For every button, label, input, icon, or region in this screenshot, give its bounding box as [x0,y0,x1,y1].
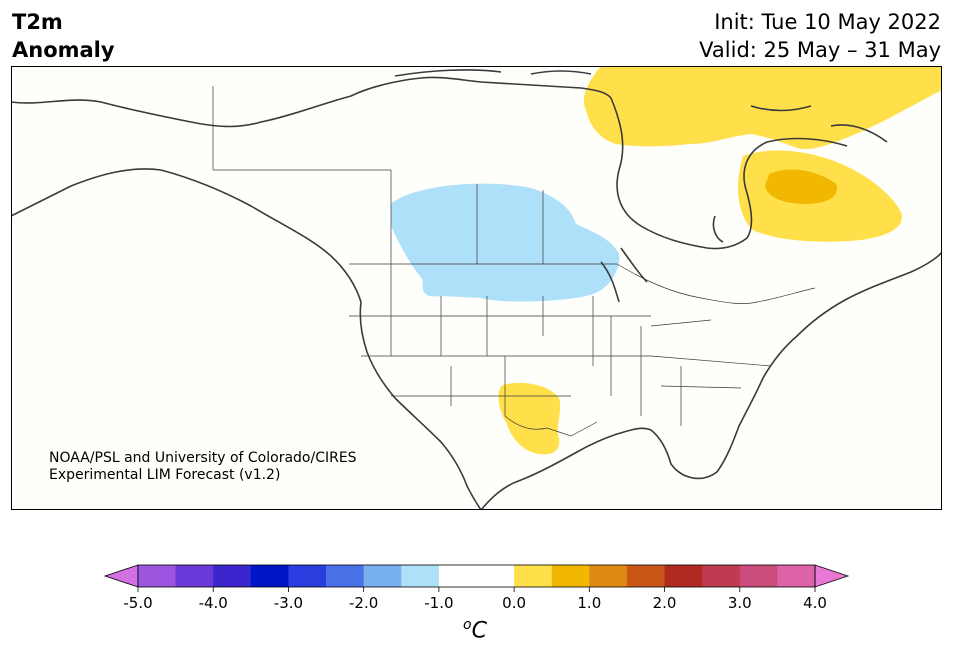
colorbar-swatch [250,565,289,587]
title-left: T2m Anomaly [12,8,115,64]
field-title: Anomaly [12,38,115,62]
unit-text: C [471,618,487,644]
colorbar: -5.0-4.0-3.0-2.0-1.00.01.02.03.04.05.0 [103,564,850,612]
valid-range: Valid: 25 May – 31 May [699,38,941,62]
colorbar-extend-low [103,564,139,588]
colorbar-outline [137,564,816,588]
warm-anomaly-arctic [583,66,942,150]
colorbar-swatch [551,565,590,587]
colorbar-swatch [626,565,665,587]
colorbar-swatch [363,565,402,587]
colorbar-tick-label: -5.0 [123,594,152,612]
colorbar-tick-label: -3.0 [274,594,303,612]
cold-anomaly-area [391,183,620,302]
colorbar-swatch [664,565,703,587]
political-borders [212,86,816,437]
credit-line-1: NOAA/PSL and University of Colorado/CIRE… [49,450,357,466]
colorbar-tick-label: 1.0 [577,594,601,612]
colorbar-tick-label: -4.0 [199,594,228,612]
colorbar-swatch [739,565,778,587]
unit-prefix: o [463,617,472,633]
colorbar-tick-label: 2.0 [653,594,677,612]
colorbar-swatch [288,565,327,587]
colorbar-swatch [213,565,252,587]
credit-line-2: Experimental LIM Forecast (v1.2) [49,467,281,483]
colorbar-swatch [777,565,816,587]
colorbar-tick-label: 0.0 [502,594,526,612]
forecast-map [11,66,942,510]
warm-anomaly-southwest [498,382,561,455]
colorbar-tick-label: -2.0 [349,594,378,612]
colorbar-swatch [326,565,365,587]
warm-anomaly-quebec-core [765,169,838,204]
colorbar-swatch [514,565,553,587]
coastlines [11,69,942,510]
colorbar-swatch [702,565,741,587]
colorbar-extend-high [814,564,850,588]
colorbar-swatch [438,565,477,587]
colorbar-tick-label: 4.0 [803,594,827,612]
colorbar-tick-label: -1.0 [424,594,453,612]
variable-title: T2m [12,10,63,34]
colorbar-swatch [175,565,214,587]
title-right: Init: Tue 10 May 2022 Valid: 25 May – 31… [699,8,941,64]
colorbar-swatch [138,565,177,587]
colorbar-swatch [401,565,440,587]
colorbar-swatch [589,565,628,587]
colorbar-tick-label: 3.0 [728,594,752,612]
init-date: Init: Tue 10 May 2022 [714,10,941,34]
credit-text: NOAA/PSL and University of Colorado/CIRE… [49,450,357,484]
unit-label: oC [463,617,487,643]
colorbar-swatch [476,565,515,587]
